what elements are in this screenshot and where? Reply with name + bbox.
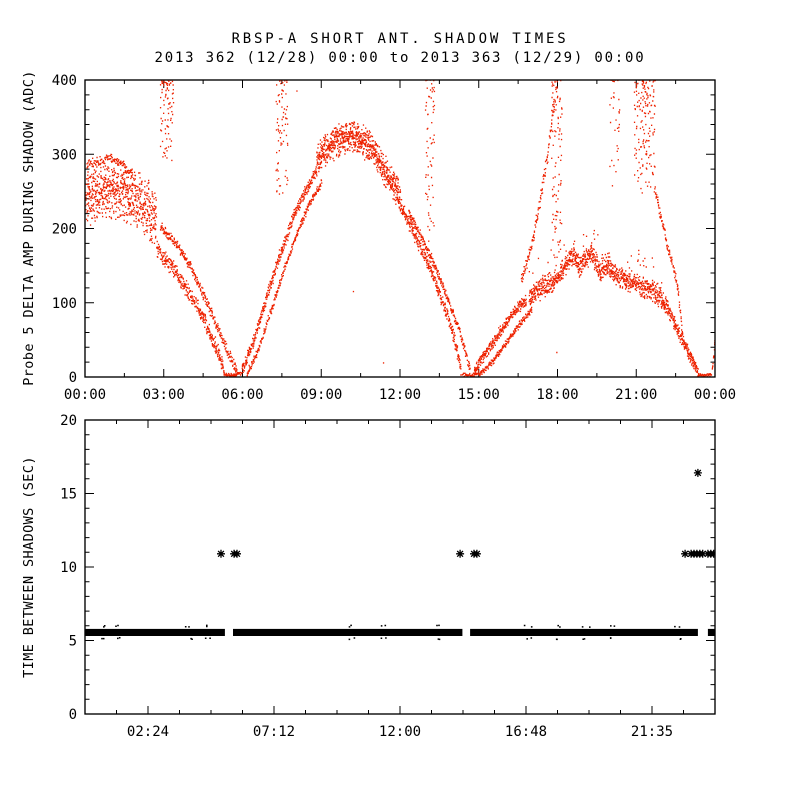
y-tick-label: 400 [52, 73, 77, 89]
band-texture-dots [101, 624, 682, 641]
chart-subtitle: 2013 362 (12/28) 00:00 to 2013 363 (12/2… [155, 50, 646, 66]
x-tick-label: 07:12 [253, 724, 295, 740]
x-tick-label: 03:00 [143, 387, 185, 403]
x-tick-label: 12:00 [379, 724, 421, 740]
bottom-panel-plot-area: 02:24 07:12 12:00 16:48 21:35 0 5 10 15 20 [60, 413, 716, 740]
x-tick-label: 18:00 [536, 387, 578, 403]
shadow-interval-band [233, 628, 463, 636]
y-tick-label: 0 [69, 370, 77, 386]
bottom-y-axis-title: TIME BETWEEN SHADOWS (SEC) [21, 456, 37, 678]
x-tick-label: 06:00 [221, 387, 263, 403]
plot-border [84, 419, 716, 715]
scatter-points [85, 80, 715, 377]
x-tick-label: 00:00 [694, 387, 736, 403]
shadow-interval-band [85, 628, 225, 636]
plot-border [84, 419, 716, 715]
plot-border [84, 79, 716, 378]
x-tick-label: 21:35 [631, 724, 673, 740]
y-tick-label: 5 [69, 634, 77, 650]
y-tick-label: 20 [60, 413, 77, 429]
y-tick-label: 15 [60, 487, 77, 503]
y-tick-label: 100 [52, 296, 77, 312]
axis-ticks [85, 419, 716, 715]
shadow-interval-band [707, 628, 715, 636]
x-tick-label: 21:00 [615, 387, 657, 403]
chart-title: RBSP-A SHORT ANT. SHADOW TIMES [232, 31, 569, 47]
plot-border [84, 79, 716, 378]
x-tick-label: 16:48 [505, 724, 547, 740]
y-tick-label: 200 [52, 222, 77, 238]
event-asterisk-markers [217, 468, 715, 558]
y-tick-label: 0 [69, 707, 77, 723]
top-y-axis-title: Probe 5 DELTA AMP DURING SHADOW (ADC) [21, 70, 37, 386]
y-tick-label: 300 [52, 147, 77, 163]
x-tick-label: 02:24 [127, 724, 169, 740]
top-panel-plot-area: 00:00 03:00 06:00 09:00 12:00 15:00 18:00 21:00… [52, 73, 736, 403]
x-tick-label: 09:00 [300, 387, 342, 403]
x-tick-label: 15:00 [458, 387, 500, 403]
shadow-interval-band [470, 628, 698, 636]
x-tick-label: 00:00 [64, 387, 106, 403]
axis-ticks [84, 79, 716, 378]
y-tick-label: 10 [60, 560, 77, 576]
x-tick-label: 12:00 [379, 387, 421, 403]
